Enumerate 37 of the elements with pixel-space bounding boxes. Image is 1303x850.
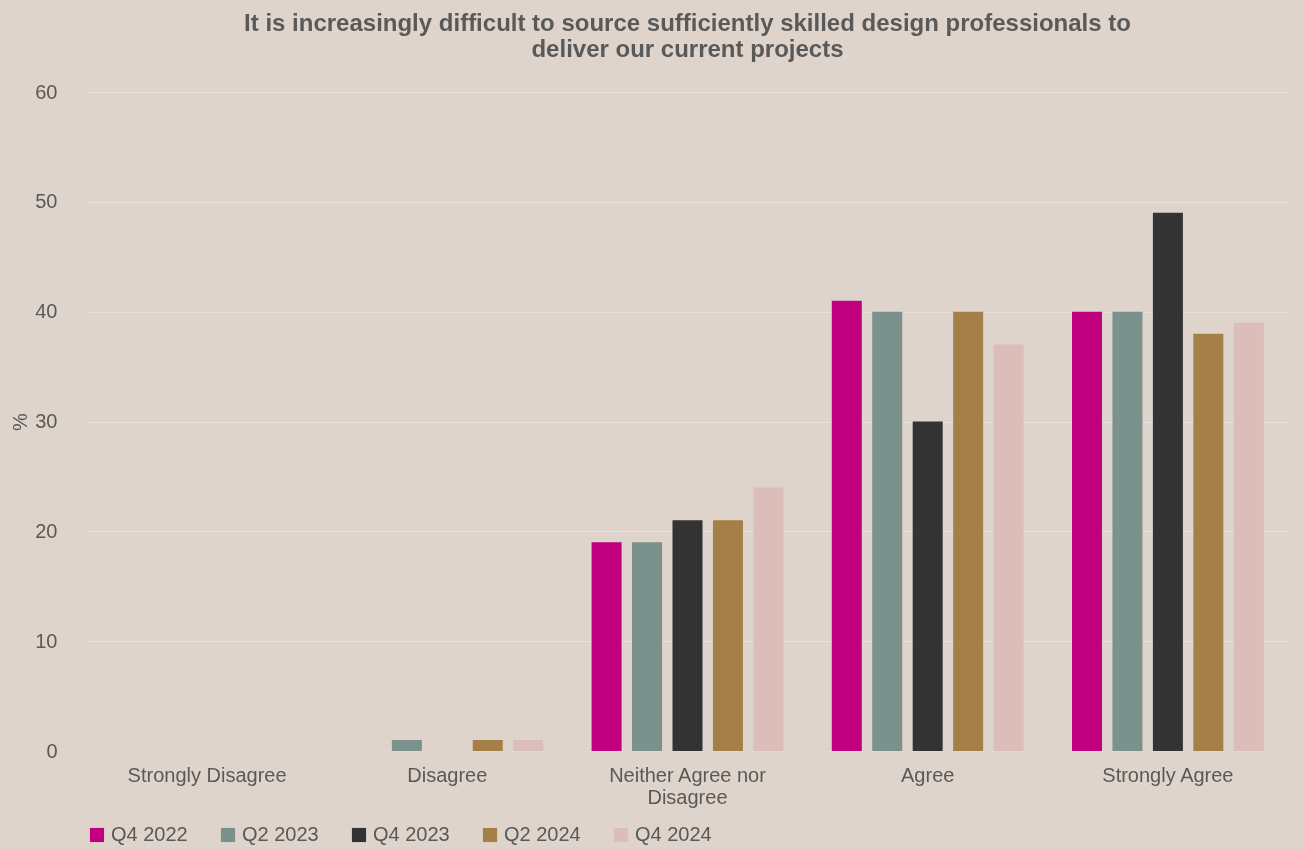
bar — [831, 300, 862, 751]
legend-label: Q2 2023 — [242, 823, 319, 845]
y-tick-label: 10 — [35, 629, 58, 652]
bar — [1112, 311, 1143, 751]
bar — [1193, 333, 1224, 751]
legend-label: Q4 2023 — [373, 823, 450, 845]
x-tick-label: Strongly Agree — [1102, 763, 1234, 786]
x-tick-label: Strongly Disagree — [127, 763, 287, 786]
y-tick-label: 20 — [35, 519, 58, 542]
y-tick-label: 50 — [35, 190, 58, 213]
chart-title: It is increasingly difficult to source sufficiently skilled design professionals to deliver our current projects — [244, 9, 1131, 62]
bar — [672, 520, 703, 751]
bar — [513, 740, 544, 751]
legend-label: Q4 2024 — [635, 823, 712, 845]
x-tick-label: Disagree — [407, 763, 488, 786]
bar — [953, 311, 984, 751]
bar — [472, 740, 503, 751]
y-tick-label: 60 — [35, 80, 58, 103]
bar — [591, 542, 622, 751]
y-axis-title: % — [9, 412, 32, 431]
x-tick-label: Agree — [901, 763, 955, 786]
legend-label: Q4 2022 — [111, 823, 188, 845]
bar — [993, 344, 1024, 751]
y-tick-label: 30 — [35, 410, 58, 432]
y-tick-label: 40 — [35, 300, 58, 323]
bar — [391, 740, 422, 751]
y-tick-label: 0 — [46, 739, 58, 762]
bar — [1152, 212, 1183, 751]
bar — [712, 520, 743, 751]
bar — [872, 311, 903, 751]
legend-label: Q2 2024 — [504, 823, 581, 845]
bar — [632, 542, 663, 751]
bar — [1233, 322, 1264, 751]
x-tick-label: Neither Agree nor Disagree — [609, 763, 767, 808]
bar — [1071, 311, 1102, 751]
bar — [912, 421, 943, 751]
bar — [753, 487, 784, 751]
